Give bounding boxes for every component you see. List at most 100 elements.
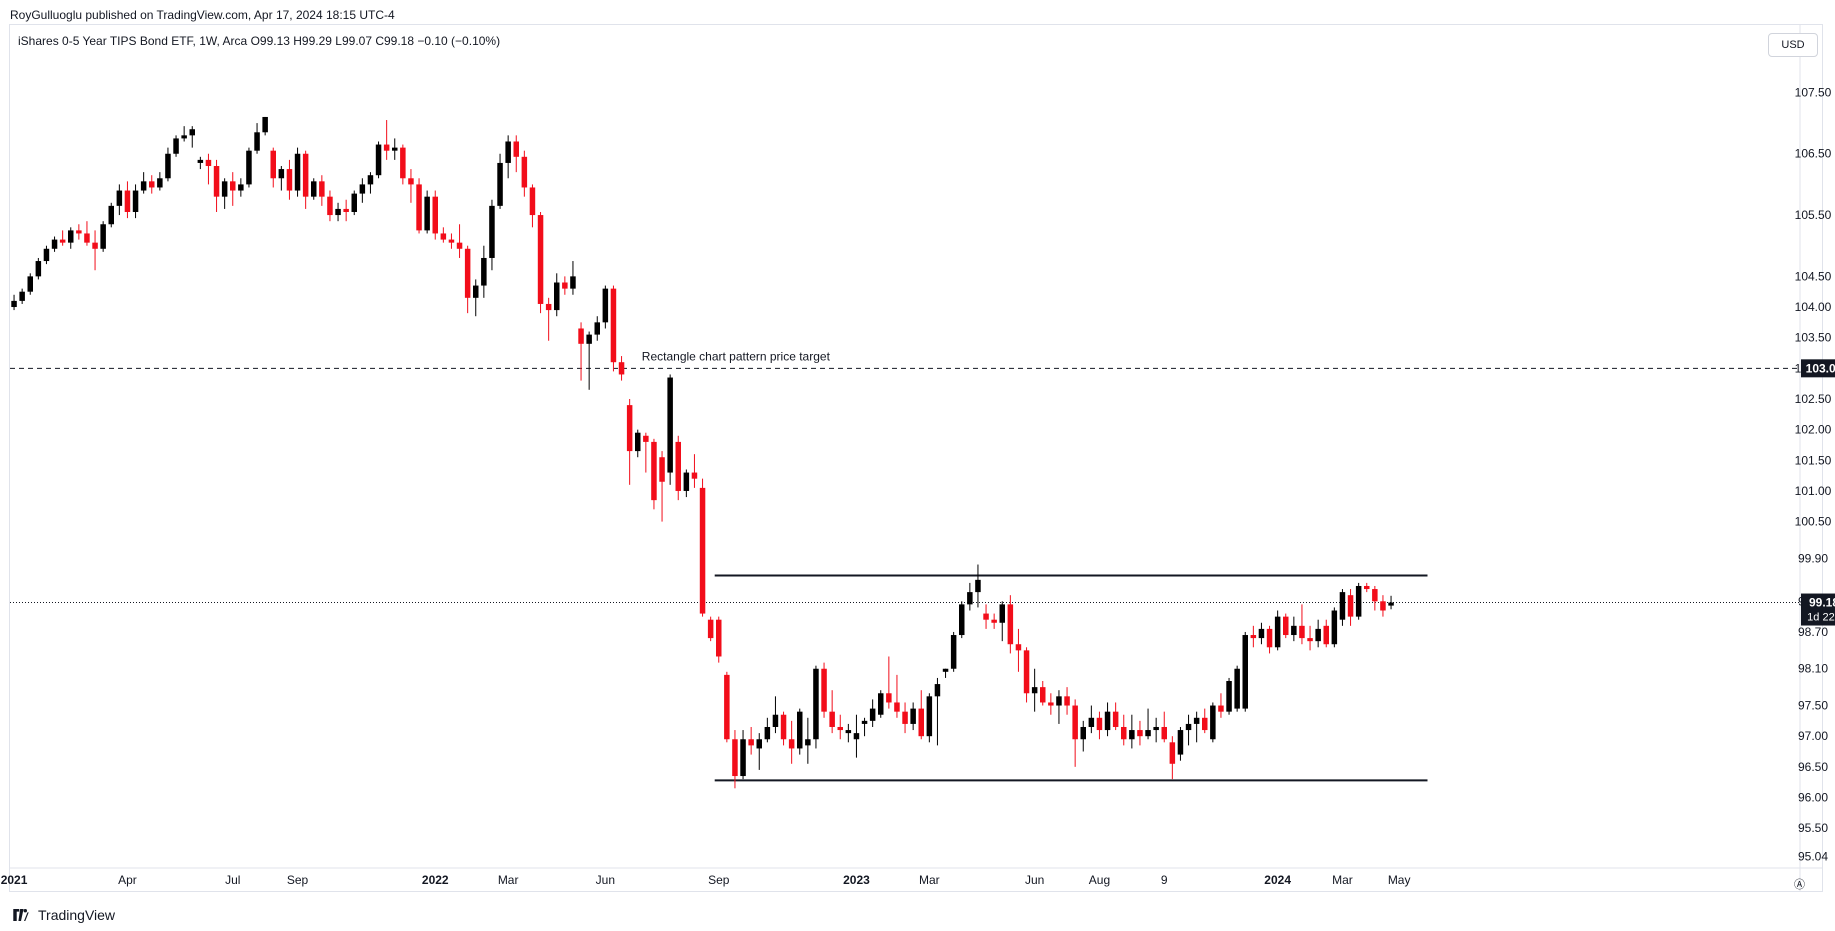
candle-body [618,362,625,375]
candle-body [432,196,438,234]
price-tick-label: 98.70 [1798,625,1828,639]
price-tick-label: 101.50 [1795,453,1832,467]
candle-body [521,156,528,188]
auto-scale-icon[interactable]: Ⓐ [1794,879,1805,891]
candle-body [643,435,649,442]
candle-body [1323,625,1329,645]
candle-body [683,472,690,491]
time-tick-label: May [1388,873,1411,887]
candle-body [1274,616,1281,648]
candle-body [869,708,876,721]
price-axis[interactable]: 95.04 95.50 96.00 96.50 97.00 97.50 98.10 98.70… [1795,85,1832,863]
candle-body [489,205,495,258]
candle-body [140,181,147,191]
candle-body [562,282,568,289]
candle-body [116,190,123,206]
candle-body [537,215,544,304]
price-target-badge-label: 103.00 [1806,361,1835,375]
candle-body [554,282,560,311]
candle-body [1088,717,1095,727]
candle-body [84,233,90,243]
candle-body [456,242,463,249]
candle-body [513,141,519,157]
candle-body [1048,702,1054,706]
candle-body [270,150,276,179]
candle-body [1145,730,1151,737]
candle-body [124,190,131,212]
candle-body [1331,610,1338,645]
candle-body [481,257,487,286]
candle-body [853,733,860,740]
candle-body [1096,717,1103,731]
candle-body [748,739,754,746]
candle-body [205,159,212,167]
candle-body [586,334,592,344]
currency-button[interactable]: USD [1768,33,1818,57]
last-price-badge [1801,593,1835,626]
candle-body [1015,644,1022,651]
candle-body [740,739,746,777]
time-tick-label: 2022 [422,873,449,887]
last-price-countdown: 1d 22h [1807,612,1835,624]
candle-body [1307,638,1313,642]
candle-body [821,668,827,712]
candle-body [1193,717,1200,724]
time-tick-label: 2021 [1,873,28,887]
candle-body [392,147,398,151]
price-target-badge [1801,359,1835,378]
time-tick-label: Jun [596,873,615,887]
candle-body [416,184,422,231]
candle-body [691,472,698,479]
candle-body [983,613,989,620]
candle-body [886,693,892,703]
price-tick-label: 106.50 [1795,147,1832,161]
candle-body [1283,616,1289,636]
candle-body [1137,730,1143,737]
candle-body [959,604,965,636]
candle-body [149,181,155,188]
candle-body [788,739,795,749]
candle-body [861,720,868,724]
candle-body [772,714,779,727]
price-tick-label: 104.50 [1795,269,1832,283]
candle-body [578,328,584,344]
candle-body [1339,592,1346,620]
candle-body [724,674,730,740]
price-tick-label: 97.00 [1798,729,1828,743]
time-tick-label: 2024 [1264,873,1291,887]
time-tick-label: Aug [1089,873,1110,887]
candle-body [1056,696,1062,706]
price-tick-label: 96.00 [1798,790,1828,804]
candle-body [11,300,17,308]
time-axis[interactable]: 2021 Apr Jul Sep 2022 Mar Jun Sep 2023 Mar Jun Aug 9… [1,873,1411,887]
candle-body [1112,711,1119,727]
candle-body [780,714,787,740]
candle-body [699,487,706,614]
candle-body [1299,625,1305,639]
price-tick-label: 99.90 [1798,551,1828,565]
candle-body [1202,717,1208,731]
candle-body [756,739,762,749]
price-badges: 103.00 99.18 1d 22h [1801,359,1835,626]
price-tick-label: 96.50 [1798,760,1828,774]
candle-body [837,726,843,731]
chart-frame [9,24,1823,892]
time-tick-label: 2023 [843,873,870,887]
price-target-label: Rectangle chart pattern price target [642,349,831,363]
tradingview-logo-icon [13,909,29,921]
candle-body [181,135,187,139]
candle-body [157,178,163,188]
candle-body [570,276,576,289]
candle-body [1169,742,1176,764]
footer: TradingView [10,905,115,925]
candle-body [1388,602,1394,606]
tradingview-brand: TradingView [38,907,116,923]
candle-body [797,711,803,749]
price-tick-label: 102.50 [1795,392,1832,406]
candle-body [707,619,714,639]
candle-body [999,604,1005,623]
price-tick-label: 104.00 [1795,300,1832,314]
candle-body [311,181,317,197]
candle-body [335,208,341,216]
